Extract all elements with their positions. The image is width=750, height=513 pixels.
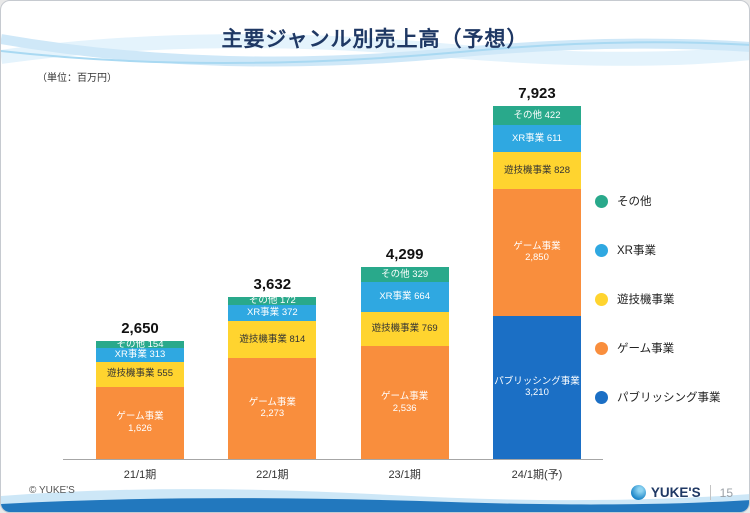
page-number: 15 bbox=[719, 485, 733, 500]
x-axis-line bbox=[63, 459, 603, 460]
bar-segment: その他 422 bbox=[492, 106, 581, 125]
bar-segment: パブリッシング事業 3,210 bbox=[492, 315, 581, 459]
legend-item: ゲーム事業 bbox=[595, 340, 721, 356]
bar-segment-name: パブリッシング事業 bbox=[494, 376, 580, 388]
bar-column: 3,632 その他 172 XR事業 372 遊技機事業 814 ゲーム事業 2,273 2… bbox=[228, 276, 317, 481]
footer-divider bbox=[709, 485, 711, 500]
legend-swatch bbox=[595, 341, 608, 355]
bar-segment-name: ゲーム事業 bbox=[513, 241, 561, 253]
bar-total-label: 4,299 bbox=[385, 246, 424, 264]
bar-segment: XR事業 611 bbox=[492, 124, 581, 153]
legend-label: XR事業 bbox=[617, 245, 656, 257]
legend-label: パブリッシング事業 bbox=[617, 392, 721, 404]
bar-total-label: 3,632 bbox=[253, 276, 292, 294]
legend-swatch bbox=[595, 194, 608, 208]
bar-segment-value: 2,536 bbox=[392, 402, 417, 414]
bar-total-label: 7,923 bbox=[518, 85, 556, 103]
bar-segment: XR事業 313 bbox=[96, 347, 184, 362]
legend-swatch bbox=[595, 390, 608, 404]
bar-segment: 遊技機事業 769 bbox=[360, 311, 449, 346]
bottom-wave-decoration bbox=[1, 489, 749, 512]
bar-segment: 遊技機事業 828 bbox=[492, 152, 581, 189]
legend-label: その他 bbox=[617, 196, 652, 208]
yukes-logo-icon bbox=[630, 485, 646, 500]
bar-category-label: 21/1期 bbox=[123, 469, 157, 481]
bar-segment-name: ゲーム事業 bbox=[116, 411, 164, 423]
yukes-logo-text: YUKE'S bbox=[650, 485, 701, 500]
bar-segment: ゲーム事業 1,626 bbox=[96, 386, 184, 459]
bar-segment-name: ゲーム事業 bbox=[381, 391, 429, 403]
bar-segment: 遊技機事業 555 bbox=[96, 361, 184, 387]
bar-segment: ゲーム事業 2,850 bbox=[492, 188, 581, 316]
bar-segment-value: 2,850 bbox=[525, 252, 549, 264]
bar-segment-value: 2,273 bbox=[260, 408, 285, 420]
bar-segment-value: 3,210 bbox=[525, 387, 549, 399]
legend-item: 遊技機事業 bbox=[595, 291, 721, 307]
bar-segment: ゲーム事業 2,273 bbox=[228, 357, 317, 459]
top-wave-decoration bbox=[1, 34, 749, 67]
legend: その他 XR事業遊技機事業ゲーム事業パブリッシング事業 bbox=[595, 193, 721, 405]
bar-segment-name: ゲーム事業 bbox=[248, 396, 296, 408]
bar-total-label: 2,650 bbox=[121, 320, 159, 338]
bar-category-label: 23/1期 bbox=[388, 469, 421, 481]
unit-label: （単位：百万円） bbox=[37, 73, 117, 84]
legend-swatch bbox=[595, 243, 608, 257]
bar-segment: その他 172 bbox=[228, 295, 317, 306]
bar-segment: XR事業 372 bbox=[228, 304, 317, 322]
bar-segment: 遊技機事業 814 bbox=[228, 321, 317, 358]
legend-item: パブリッシング事業 bbox=[595, 389, 721, 405]
bar-segment: その他 329 bbox=[360, 267, 449, 283]
bar-segment: その他 154 bbox=[96, 339, 184, 350]
legend-swatch bbox=[595, 292, 608, 306]
bar-segment: XR事業 664 bbox=[360, 282, 449, 312]
bar-segment-value: 1,626 bbox=[128, 422, 152, 434]
bar-category-label: 24/1期(予) bbox=[511, 469, 563, 481]
legend-label: 遊技機事業 bbox=[617, 294, 675, 306]
legend-item: XR事業 bbox=[595, 242, 721, 258]
legend-item: その他 bbox=[595, 193, 721, 209]
bar-category-label: 22/1期 bbox=[256, 469, 289, 481]
bar-column: 7,923 その他 422 XR事業 611 遊技機事業 828 ゲーム事業 2,850 パ… bbox=[492, 85, 581, 481]
bar-segment: ゲーム事業 2,536 bbox=[360, 346, 449, 459]
copyright-text: © YUKE'S bbox=[29, 485, 75, 496]
page-title: 主要ジャンル別売上高（予想） bbox=[221, 28, 529, 51]
footer-logo: YUKE'S 15 bbox=[630, 485, 733, 500]
bars-row: 2,650 その他 154 XR事業 313 遊技機事業 555 ゲーム事業 1,626 2… bbox=[96, 81, 581, 481]
bar-column: 4,299 その他 329 XR事業 664 遊技機事業 769 ゲーム事業 2,536 2… bbox=[360, 246, 449, 481]
bar-column: 2,650 その他 154 XR事業 313 遊技機事業 555 ゲーム事業 1,626 2… bbox=[96, 320, 184, 481]
legend-label: ゲーム事業 bbox=[617, 343, 675, 355]
